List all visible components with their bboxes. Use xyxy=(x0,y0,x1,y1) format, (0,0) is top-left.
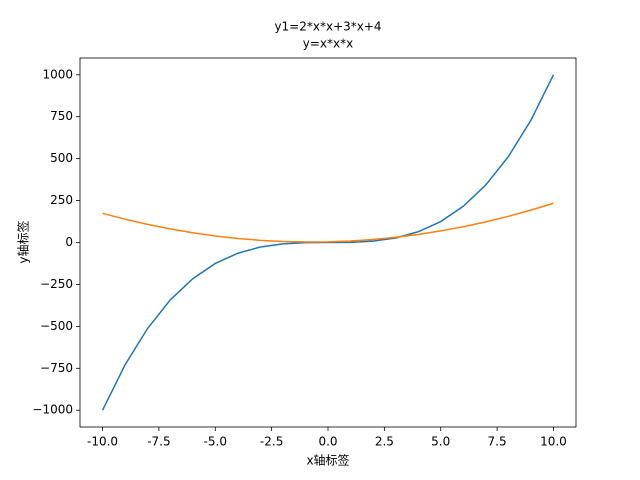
x-tick-label: -7.5 xyxy=(147,435,170,449)
chart-title: y1=2*x*x+3*x+4 xyxy=(274,20,381,34)
y-tick-label: −750 xyxy=(40,361,73,375)
y-tick-label: −1000 xyxy=(32,403,73,417)
x-tick-label: -5.0 xyxy=(204,435,227,449)
x-tick-label: 10.0 xyxy=(540,435,567,449)
x-tick-label: 5.0 xyxy=(431,435,450,449)
x-tick-label: 2.5 xyxy=(375,435,394,449)
y-tick-label: 250 xyxy=(50,193,73,207)
y-tick-label: 500 xyxy=(50,151,73,165)
x-tick-label: -10.0 xyxy=(87,435,118,449)
x-tick-label: 7.5 xyxy=(488,435,507,449)
series-line xyxy=(102,202,554,243)
y-tick-label: 1000 xyxy=(42,67,73,81)
chart-subtitle: y=x*x*x xyxy=(303,37,353,51)
y-tick-label: −250 xyxy=(40,277,73,291)
y-tick-label: −500 xyxy=(40,319,73,333)
y-tick-label: 0 xyxy=(65,235,73,249)
x-tick-label: 0.0 xyxy=(318,435,337,449)
x-tick-label: -2.5 xyxy=(260,435,283,449)
y-tick-label: 750 xyxy=(50,109,73,123)
x-axis-label: x轴标签 xyxy=(306,453,349,468)
y-axis-label: y轴标签 xyxy=(16,220,31,263)
